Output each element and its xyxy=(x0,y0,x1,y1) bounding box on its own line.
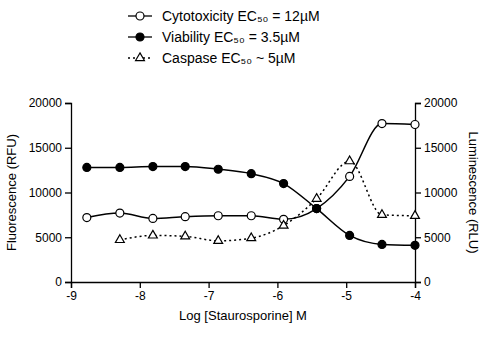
data-point xyxy=(83,214,91,222)
data-point xyxy=(411,241,419,249)
tick-mark xyxy=(346,282,347,288)
y2-axis-title: Luminescence (RLU) xyxy=(466,131,481,253)
data-point xyxy=(345,156,354,164)
data-point xyxy=(83,163,91,171)
data-point xyxy=(346,172,354,180)
tick: 20000 xyxy=(29,96,71,110)
legend-marker xyxy=(136,12,144,20)
tick: 15000 xyxy=(29,141,71,155)
data-point xyxy=(378,210,387,218)
tick-mark xyxy=(140,282,141,288)
data-point xyxy=(280,180,288,188)
tick: 0 xyxy=(415,275,431,289)
data-point xyxy=(181,231,190,239)
data-point xyxy=(378,120,386,128)
data-point xyxy=(279,220,288,228)
tick-mark xyxy=(277,282,278,288)
tick-label: 15000 xyxy=(424,141,458,155)
tick-mark xyxy=(65,148,71,149)
data-point xyxy=(411,120,419,128)
tick: 15000 xyxy=(415,141,458,155)
tick: -7 xyxy=(204,282,215,303)
data-point xyxy=(247,233,256,241)
data-point xyxy=(247,212,255,220)
tick: -8 xyxy=(135,282,146,303)
data-point xyxy=(148,230,157,238)
chart: -9-8-7-6-5-40500010000150002000005000100… xyxy=(0,0,483,347)
tick-label: 5000 xyxy=(424,231,451,245)
legend-label: Cytotoxicity EC₅₀ = 12µM xyxy=(162,8,320,24)
tick-label: -8 xyxy=(135,289,146,303)
tick: 20000 xyxy=(415,96,458,110)
legend: Cytotoxicity EC₅₀ = 12µM Viability EC₅₀ =… xyxy=(128,8,320,66)
legend-label: Caspase EC₅₀ ~ 5µM xyxy=(162,50,296,66)
tick: -9 xyxy=(66,282,77,303)
data-point xyxy=(181,213,189,221)
y-axis-title: Fluorescence (RFU) xyxy=(4,134,19,251)
data-point xyxy=(378,240,386,248)
data-point xyxy=(214,165,222,173)
tick-mark xyxy=(65,282,71,283)
data-point xyxy=(312,194,321,202)
series-line xyxy=(87,124,415,220)
tick: -4 xyxy=(410,282,421,303)
x-axis: -9 -8 -7 -6 -5 -4 xyxy=(66,282,421,303)
tick-label: 0 xyxy=(424,275,431,289)
legend-label: Viability EC₅₀ = 3.5µM xyxy=(162,29,300,45)
tick-label: 20000 xyxy=(424,96,458,110)
tick-mark xyxy=(415,237,421,238)
tick-label: 15000 xyxy=(29,141,63,155)
tick: 10000 xyxy=(29,186,71,200)
axis-line xyxy=(72,283,416,289)
tick: 10000 xyxy=(415,186,458,200)
tick-label: 5000 xyxy=(35,231,62,245)
y2-axis: 0 5000 10000 15000 20000 xyxy=(415,96,458,289)
tick-mark xyxy=(65,192,71,193)
legend-marker xyxy=(136,33,144,41)
tick-label: -7 xyxy=(204,289,215,303)
series-line xyxy=(120,161,415,241)
tick-label: 10000 xyxy=(29,186,63,200)
axis-line xyxy=(65,104,72,283)
data-point xyxy=(181,163,189,171)
tick: -6 xyxy=(273,282,284,303)
plot-area xyxy=(83,120,420,250)
series-line xyxy=(87,167,415,246)
tick-mark xyxy=(415,282,421,283)
tick-label: -4 xyxy=(410,289,421,303)
legend-marker xyxy=(136,53,145,61)
tick-mark xyxy=(415,148,421,149)
data-point xyxy=(247,170,255,178)
tick-mark xyxy=(415,192,421,193)
axis-line xyxy=(416,104,422,283)
tick: 0 xyxy=(55,275,71,289)
data-point xyxy=(149,163,157,171)
x-axis-title: Log [Staurosporine] M xyxy=(179,308,307,323)
data-point xyxy=(115,235,124,243)
tick-label: 0 xyxy=(55,275,62,289)
tick-mark xyxy=(65,237,71,238)
data-point xyxy=(116,163,124,171)
tick-mark xyxy=(208,282,209,288)
data-point xyxy=(411,211,420,219)
tick: 5000 xyxy=(35,231,71,245)
tick-label: -9 xyxy=(66,289,77,303)
data-point xyxy=(313,205,321,213)
data-point xyxy=(214,236,223,244)
data-point xyxy=(149,214,157,222)
tick-label: 20000 xyxy=(29,96,63,110)
data-point xyxy=(116,209,124,217)
data-point xyxy=(313,205,321,213)
tick: -5 xyxy=(341,282,352,303)
tick-mark xyxy=(65,103,71,104)
tick-label: -6 xyxy=(273,289,284,303)
data-point xyxy=(214,212,222,220)
tick-label: 10000 xyxy=(424,186,458,200)
data-point xyxy=(346,231,354,239)
tick-mark xyxy=(415,103,421,104)
tick: 5000 xyxy=(415,231,451,245)
tick-label: -5 xyxy=(341,289,352,303)
y-axis: 0 5000 10000 15000 20000 xyxy=(29,96,72,289)
